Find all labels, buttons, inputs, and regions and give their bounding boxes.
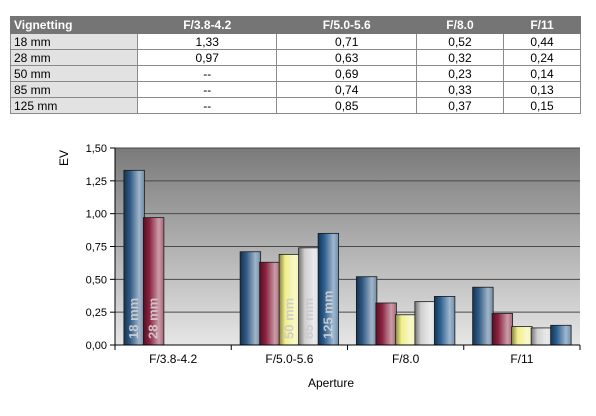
y-tick-label: 0,00: [86, 340, 107, 352]
table-cell: 0,74: [276, 81, 417, 98]
table-header-cell: F/11: [503, 16, 581, 34]
table-row: 28 mm 0,97 0,63 0,32 0,24: [10, 49, 581, 66]
table-cell: 0,13: [503, 81, 581, 98]
bar-series-label: 125 mm: [320, 291, 335, 339]
table-row: 18 mm 1,33 0,71 0,52 0,44: [10, 33, 581, 50]
bar: [433, 296, 456, 346]
y-tick-label: 0,25: [86, 307, 107, 319]
y-tick-label: 1,00: [86, 209, 107, 221]
x-tick-label: F/11: [510, 352, 533, 366]
table-cell: 1,33: [136, 33, 278, 50]
table-cell: 0,85: [276, 97, 417, 114]
y-tick-label: 1,50: [86, 143, 107, 155]
table-header-row: Vignetting F/3.8-4.2 F/5.0-5.6 F/8.0 F/1…: [10, 16, 581, 34]
table-header-cell: F/5.0-5.6: [276, 16, 417, 34]
table-cell: 0,24: [503, 49, 581, 66]
y-tick-label: 0,75: [86, 242, 107, 254]
x-tick-label: F/3.8-4.2: [149, 352, 197, 366]
row-label: 85 mm: [10, 81, 138, 98]
table-header-cell: F/3.8-4.2: [136, 16, 278, 34]
table-cell: 0,97: [136, 49, 278, 66]
table-row: 50 mm -- 0,69 0,23 0,14: [10, 65, 581, 82]
table-cell: 0,63: [276, 49, 417, 66]
table-cell: 0,32: [415, 49, 505, 66]
vignetting-table: Vignetting F/3.8-4.2 F/5.0-5.6 F/8.0 F/1…: [10, 16, 581, 114]
bar: [355, 276, 378, 346]
vignetting-chart: 18 mm 28 mm 50 mm 85 mm 125 mm 0,00 0,25 0,50 0…: [57, 143, 581, 390]
bar: [375, 302, 397, 346]
bar-series-label: 50 mm: [281, 298, 296, 339]
bar-series-label: 28 mm: [146, 298, 161, 339]
table-cell: 0,69: [276, 65, 417, 82]
y-tick-label: 0,50: [86, 274, 107, 286]
table-cell: --: [136, 65, 278, 82]
bar: [239, 251, 262, 346]
row-label: 28 mm: [10, 49, 138, 66]
table-header-cell: F/8.0: [415, 16, 505, 34]
table-row: 125 mm -- 0,85 0,37 0,15: [10, 97, 581, 114]
bar: [491, 313, 514, 346]
row-label: 50 mm: [10, 65, 138, 82]
table-cell: 0,37: [415, 97, 505, 114]
bar: [550, 324, 572, 346]
row-label: 125 mm: [10, 97, 138, 114]
table-row: 85 mm -- 0,74 0,33 0,13: [10, 81, 581, 98]
table-cell: --: [136, 81, 278, 98]
bar: [394, 314, 417, 346]
table-cell: 0,44: [503, 33, 581, 50]
table-cell: 0,15: [503, 97, 581, 114]
table-cell: 0,71: [276, 33, 417, 50]
y-tick-label: 1,25: [86, 176, 107, 188]
x-tick-label: F/5.0-5.6: [265, 352, 313, 366]
row-label: 18 mm: [10, 33, 138, 50]
bar: [259, 261, 281, 346]
table-header-cell: Vignetting: [10, 16, 138, 34]
bar: [530, 327, 553, 346]
bar: [472, 286, 494, 346]
y-axis-label: EV: [57, 150, 71, 166]
bar-series-label: 85 mm: [301, 298, 316, 339]
table-cell: 0,52: [415, 33, 505, 50]
table-cell: 0,14: [503, 65, 581, 82]
bar: [511, 326, 533, 346]
table-cell: --: [136, 97, 278, 114]
bar: [414, 301, 436, 346]
x-axis-label: Aperture: [308, 376, 354, 390]
table-cell: 0,33: [415, 81, 505, 98]
bar-series-label: 18 mm: [126, 298, 141, 339]
table-cell: 0,23: [415, 65, 505, 82]
x-tick-label: F/8.0: [392, 352, 420, 366]
